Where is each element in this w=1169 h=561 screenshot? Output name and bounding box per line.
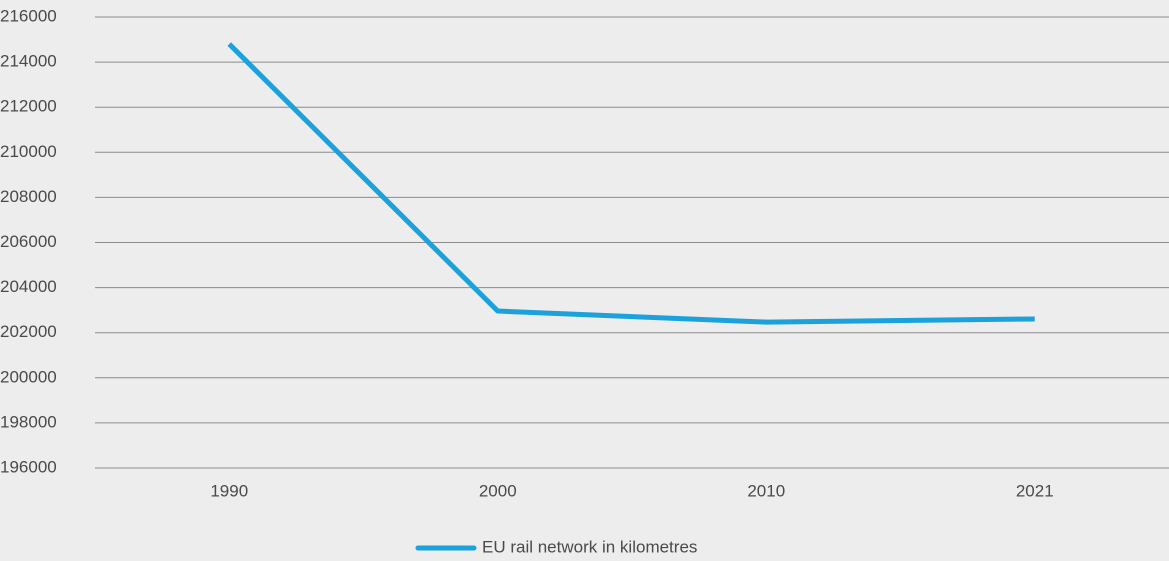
y-tick-label: 208000 (0, 187, 57, 206)
line (227, 42, 1035, 325)
y-tick-label: 206000 (0, 232, 57, 251)
x-tick-label: 2000 (479, 481, 517, 500)
y-tick-label: 212000 (0, 97, 57, 116)
x-tick-label: 2010 (747, 481, 785, 500)
y-tick-label: 214000 (0, 52, 57, 71)
y-tick-label: 216000 (0, 6, 57, 25)
y-tick-label: 210000 (0, 142, 57, 161)
y-tick-label: 198000 (0, 412, 57, 431)
legend-label: EU rail network in kilometres (482, 537, 697, 556)
y-tick-label: 202000 (0, 322, 57, 341)
x-tick-label: 1990 (210, 481, 248, 500)
y-tick-label: 204000 (0, 277, 57, 296)
x-tick-label: 2021 (1016, 481, 1054, 500)
y-tick-label: 196000 (0, 457, 57, 476)
y-tick-label: 200000 (0, 367, 57, 386)
